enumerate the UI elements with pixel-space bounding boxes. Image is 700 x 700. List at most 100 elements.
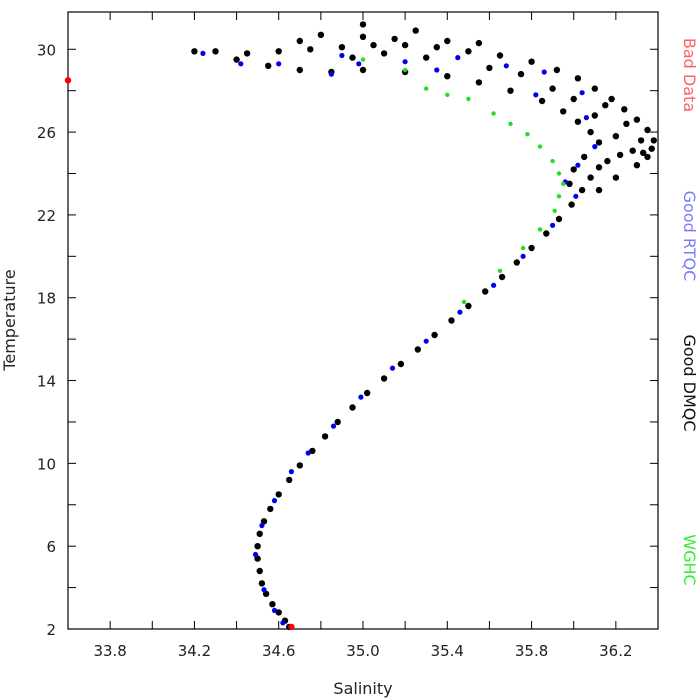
data-point <box>595 186 603 194</box>
data-point <box>507 87 514 94</box>
data-point <box>267 505 274 513</box>
data-point <box>533 92 539 98</box>
data-point <box>296 37 303 45</box>
data-point <box>391 35 398 43</box>
series-good-rtqc <box>200 50 598 626</box>
legend-entry: Good DMQC <box>680 334 699 431</box>
data-point <box>616 151 624 159</box>
data-point <box>508 121 513 127</box>
legend-entry: WGHC <box>680 534 699 585</box>
data-point <box>578 186 586 194</box>
data-point <box>252 551 259 558</box>
data-point <box>520 253 526 259</box>
data-point <box>556 194 562 199</box>
data-point <box>305 450 311 456</box>
data-point <box>604 157 611 165</box>
data-point <box>633 116 641 123</box>
data-point <box>269 601 276 608</box>
data-point <box>623 120 630 128</box>
data-point <box>359 33 367 40</box>
data-point <box>296 462 303 469</box>
data-point <box>258 580 266 587</box>
data-point <box>433 44 440 51</box>
data-point <box>503 63 509 69</box>
data-point <box>537 227 543 232</box>
data-point <box>243 50 251 57</box>
y-tick-label: 18 <box>37 290 56 308</box>
data-point <box>475 79 483 86</box>
data-point <box>288 469 294 475</box>
data-point <box>552 208 557 213</box>
data-point <box>612 174 620 181</box>
data-point <box>602 102 609 109</box>
data-point <box>275 48 282 55</box>
data-point <box>238 61 244 67</box>
data-point <box>424 86 429 91</box>
x-axis-title: Salinity <box>333 679 392 698</box>
data-point <box>496 52 504 59</box>
data-point <box>317 31 325 38</box>
data-point <box>412 27 419 34</box>
data-point <box>574 118 582 125</box>
data-point <box>566 180 573 187</box>
series-wghc <box>360 57 566 305</box>
data-point <box>261 587 267 593</box>
data-point <box>538 97 546 105</box>
data-point <box>431 331 438 339</box>
data-point <box>356 61 362 67</box>
data-point <box>260 518 268 525</box>
data-point <box>525 132 530 137</box>
data-point <box>497 268 503 273</box>
data-point <box>288 623 295 631</box>
data-point <box>309 447 316 455</box>
data-point <box>256 567 263 575</box>
data-point <box>444 37 451 45</box>
data-point <box>644 126 651 134</box>
data-point <box>334 418 341 426</box>
data-point <box>358 394 364 400</box>
points-layer <box>64 21 657 631</box>
data-point <box>349 54 356 61</box>
y-tick-label: 14 <box>37 373 56 391</box>
data-point <box>296 66 303 74</box>
data-point <box>591 112 598 119</box>
x-tick-label: 34.6 <box>262 642 295 660</box>
data-point <box>550 222 556 228</box>
data-point <box>233 56 240 63</box>
data-point <box>466 96 471 102</box>
data-point <box>271 607 278 614</box>
data-point <box>568 201 575 208</box>
data-point <box>555 215 563 223</box>
data-point <box>461 299 467 305</box>
data-point <box>359 21 367 28</box>
data-point <box>592 144 598 150</box>
data-point <box>280 620 286 626</box>
data-point <box>591 85 598 92</box>
data-point <box>549 85 556 92</box>
data-point <box>513 259 520 266</box>
y-tick-label: 2 <box>46 621 56 639</box>
data-point <box>595 164 603 171</box>
x-tick-label: 34.2 <box>178 642 211 660</box>
data-point <box>491 111 496 116</box>
data-point <box>191 48 198 55</box>
data-point <box>574 75 582 82</box>
data-point <box>486 64 493 72</box>
data-point <box>256 530 263 537</box>
data-point <box>212 48 219 55</box>
data-point <box>370 41 377 49</box>
y-tick-label: 30 <box>37 41 56 59</box>
y-tick-label: 26 <box>37 124 56 142</box>
y-tick-label: 22 <box>37 207 56 225</box>
data-point <box>475 39 483 47</box>
data-point <box>360 57 366 62</box>
data-point <box>573 193 579 199</box>
data-point <box>517 70 525 78</box>
data-point <box>414 346 421 353</box>
data-point <box>445 92 450 98</box>
data-point <box>650 137 657 144</box>
data-point <box>629 147 636 154</box>
x-tick-label: 33.8 <box>93 642 126 660</box>
y-axis-title: Temperature <box>0 269 19 371</box>
